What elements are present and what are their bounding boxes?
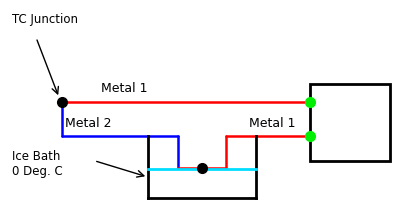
Text: Voltmeter
or
TC Meter: Voltmeter or TC Meter bbox=[321, 101, 379, 144]
Text: TC Junction: TC Junction bbox=[12, 13, 78, 26]
Text: Ice Bath
0 Deg. C: Ice Bath 0 Deg. C bbox=[12, 150, 63, 178]
Bar bbox=[310, 84, 390, 161]
Text: Metal 1: Metal 1 bbox=[249, 117, 295, 130]
Text: Metal 2: Metal 2 bbox=[65, 117, 111, 130]
Text: Metal 1: Metal 1 bbox=[101, 82, 147, 95]
